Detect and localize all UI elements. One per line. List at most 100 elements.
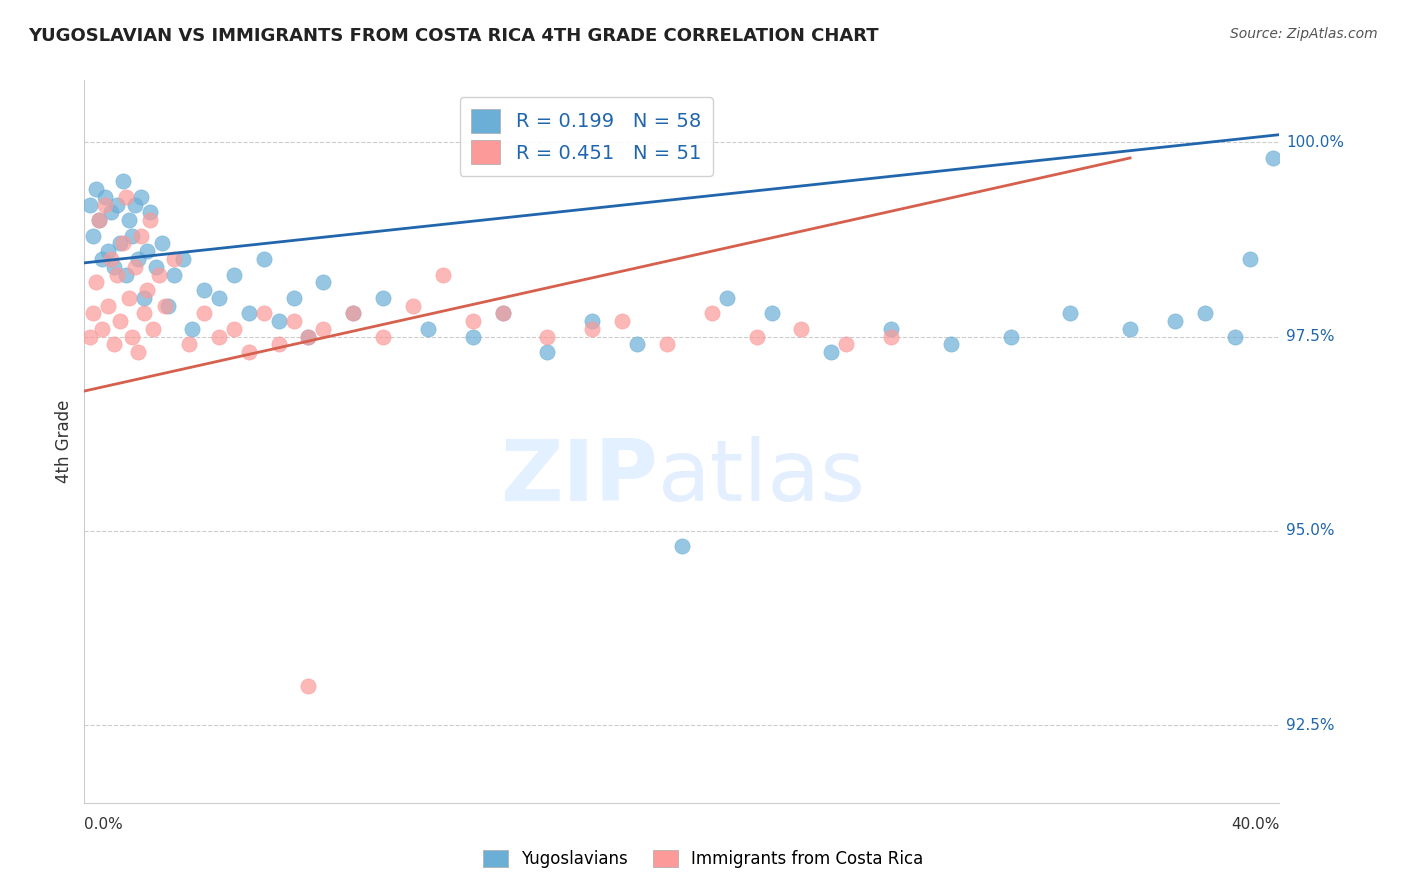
Point [342,306,364,320]
Point [124,260,146,274]
Point [132,306,156,320]
Point [253,306,276,320]
Point [880,329,903,343]
Point [129,228,152,243]
Point [124,197,146,211]
Point [581,322,603,336]
Point [267,314,290,328]
Point [118,213,141,227]
Point [142,322,165,336]
Legend: R = 0.199   N = 58, R = 0.451   N = 51: R = 0.199 N = 58, R = 0.451 N = 51 [460,97,713,176]
Point [139,213,162,227]
Point [105,268,128,282]
Point [172,252,194,266]
Point [94,190,117,204]
Point [150,236,173,251]
Point [1000,329,1022,343]
Point [342,306,364,320]
Point [283,314,305,328]
Point [626,337,648,351]
Point [148,268,170,282]
Point [127,252,149,266]
Point [1223,329,1246,343]
Point [267,337,290,351]
Point [86,182,108,196]
Point [79,329,101,343]
Point [671,540,693,554]
Point [136,244,159,259]
Point [157,299,180,313]
Point [121,329,143,343]
Point [1194,306,1216,320]
Text: 100.0%: 100.0% [1286,135,1344,150]
Point [461,329,484,343]
Point [110,314,132,328]
Point [536,329,558,343]
Point [790,322,813,336]
Point [153,299,176,313]
Text: YUGOSLAVIAN VS IMMIGRANTS FROM COSTA RICA 4TH GRADE CORRELATION CHART: YUGOSLAVIAN VS IMMIGRANTS FROM COSTA RIC… [28,27,879,45]
Point [492,306,515,320]
Text: 97.5%: 97.5% [1286,329,1334,344]
Point [82,228,104,243]
Point [103,260,125,274]
Point [177,337,200,351]
Point [79,197,101,211]
Point [112,236,135,251]
Point [89,213,111,227]
Point [745,329,768,343]
Point [94,197,117,211]
Point [416,322,439,336]
Point [761,306,783,320]
Point [82,306,104,320]
Point [716,291,738,305]
Point [700,306,723,320]
Point [253,252,276,266]
Point [97,299,120,313]
Text: 40.0%: 40.0% [1232,817,1279,832]
Point [297,329,319,343]
Point [118,291,141,305]
Point [105,197,128,211]
Text: 92.5%: 92.5% [1286,717,1334,732]
Point [193,283,215,297]
Point [1239,252,1261,266]
Text: 0.0%: 0.0% [84,817,124,832]
Point [373,329,395,343]
Point [86,275,108,289]
Point [655,337,678,351]
Point [181,322,204,336]
Point [312,322,335,336]
Point [1119,322,1142,336]
Point [536,345,558,359]
Point [939,337,962,351]
Y-axis label: 4th Grade: 4th Grade [55,400,73,483]
Point [238,306,260,320]
Point [432,268,454,282]
Point [91,252,114,266]
Point [97,244,120,259]
Point [89,213,111,227]
Point [581,314,603,328]
Point [297,329,319,343]
Point [222,268,245,282]
Text: ZIP: ZIP [501,436,658,519]
Point [297,679,319,693]
Point [208,291,231,305]
Point [127,345,149,359]
Point [820,345,842,359]
Point [163,252,186,266]
Point [136,283,159,297]
Point [222,322,245,336]
Point [1059,306,1081,320]
Point [129,190,152,204]
Point [115,190,138,204]
Point [103,337,125,351]
Point [492,306,515,320]
Point [145,260,167,274]
Text: atlas: atlas [658,436,866,519]
Point [139,205,162,219]
Point [193,306,215,320]
Point [402,299,425,313]
Point [461,314,484,328]
